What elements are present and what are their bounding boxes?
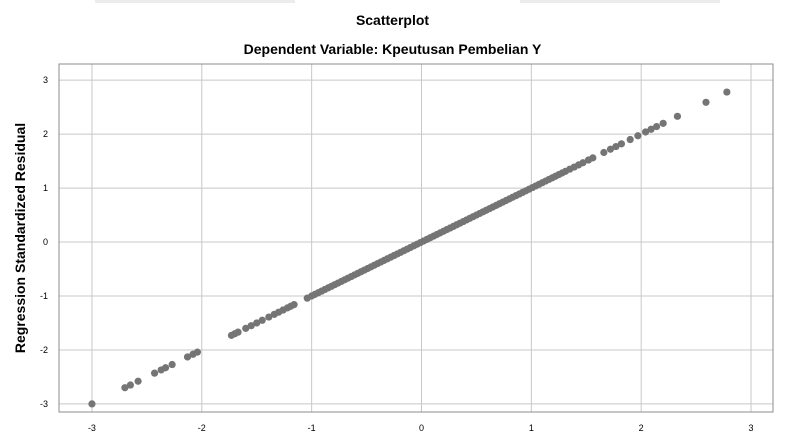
y-tick-label: -2 xyxy=(40,345,48,355)
grid-lines xyxy=(59,64,773,412)
data-point xyxy=(247,322,255,330)
data-point xyxy=(641,128,650,136)
data-point xyxy=(258,316,266,324)
y-tick-label: 2 xyxy=(43,129,48,139)
y-tick-label: 1 xyxy=(43,183,48,193)
top-left-bar xyxy=(95,0,295,3)
data-point xyxy=(659,119,667,127)
data-point xyxy=(253,319,261,327)
data-point xyxy=(150,369,159,377)
data-point xyxy=(134,377,142,385)
data-point xyxy=(242,324,250,332)
y-tick-label: 0 xyxy=(43,237,48,247)
y-tick-label: 3 xyxy=(43,75,48,85)
x-tick-label: -2 xyxy=(198,423,206,432)
data-point xyxy=(234,328,242,336)
data-point xyxy=(606,145,615,153)
data-point xyxy=(652,122,661,131)
chart-subtitle: Dependent Variable: Kpeutusan Pembelian … xyxy=(243,41,542,57)
y-tick-label: -1 xyxy=(40,291,48,301)
data-point xyxy=(193,348,202,356)
data-point xyxy=(126,381,134,389)
x-tick-label: 1 xyxy=(529,423,534,432)
x-tick-label: -3 xyxy=(88,423,96,432)
data-point xyxy=(673,112,682,120)
data-point xyxy=(290,301,298,309)
chart-title: Scatterplot xyxy=(355,12,430,28)
data-point xyxy=(702,98,710,106)
x-tick-label: 2 xyxy=(639,423,644,432)
data-point xyxy=(626,135,634,144)
data-points xyxy=(88,88,731,408)
data-point xyxy=(647,125,655,133)
data-point xyxy=(161,364,170,372)
data-point xyxy=(88,400,96,408)
data-point xyxy=(600,148,608,157)
top-right-bar xyxy=(520,0,720,3)
x-tick-label: -1 xyxy=(308,423,316,432)
data-point xyxy=(617,140,626,148)
y-axis-label: Regression Standardized Residual xyxy=(12,123,28,353)
data-point xyxy=(579,159,587,167)
data-point xyxy=(168,360,176,369)
data-point xyxy=(723,88,731,96)
x-tick-labels: -3 -2 -1 0 1 2 3 xyxy=(88,423,754,432)
data-point xyxy=(183,353,192,361)
data-point xyxy=(121,384,129,392)
y-tick-label: -3 xyxy=(40,399,48,409)
data-point xyxy=(612,142,620,151)
y-tick-labels: -3 -2 -1 0 1 2 3 xyxy=(40,75,48,409)
x-tick-label: 3 xyxy=(749,423,754,432)
data-point xyxy=(265,313,273,321)
data-point xyxy=(634,132,642,140)
data-point xyxy=(589,154,597,162)
x-tick-label: 0 xyxy=(419,423,424,432)
plot-area xyxy=(58,63,774,413)
